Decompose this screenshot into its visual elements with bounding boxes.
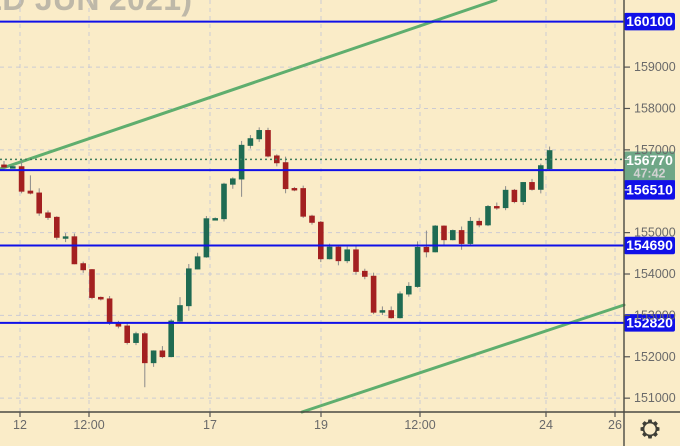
svg-text:12: 12 — [13, 418, 27, 432]
svg-text:160100: 160100 — [626, 13, 673, 29]
svg-text:158000: 158000 — [634, 101, 676, 115]
svg-text:47:42: 47:42 — [634, 167, 666, 181]
svg-text:154000: 154000 — [634, 267, 676, 281]
svg-text:12:00: 12:00 — [73, 418, 104, 432]
svg-text:12:00: 12:00 — [404, 418, 435, 432]
svg-text:19: 19 — [314, 418, 328, 432]
svg-text:151000: 151000 — [634, 391, 676, 405]
svg-text:155000: 155000 — [634, 226, 676, 240]
svg-text:157000: 157000 — [634, 143, 676, 157]
svg-text:152000: 152000 — [634, 350, 676, 364]
svg-text:153000: 153000 — [634, 308, 676, 322]
svg-text:26: 26 — [608, 418, 622, 432]
svg-text:17: 17 — [203, 418, 217, 432]
svg-text:159000: 159000 — [634, 60, 676, 74]
svg-text:24: 24 — [539, 418, 553, 432]
svg-text:156510: 156510 — [626, 181, 673, 197]
